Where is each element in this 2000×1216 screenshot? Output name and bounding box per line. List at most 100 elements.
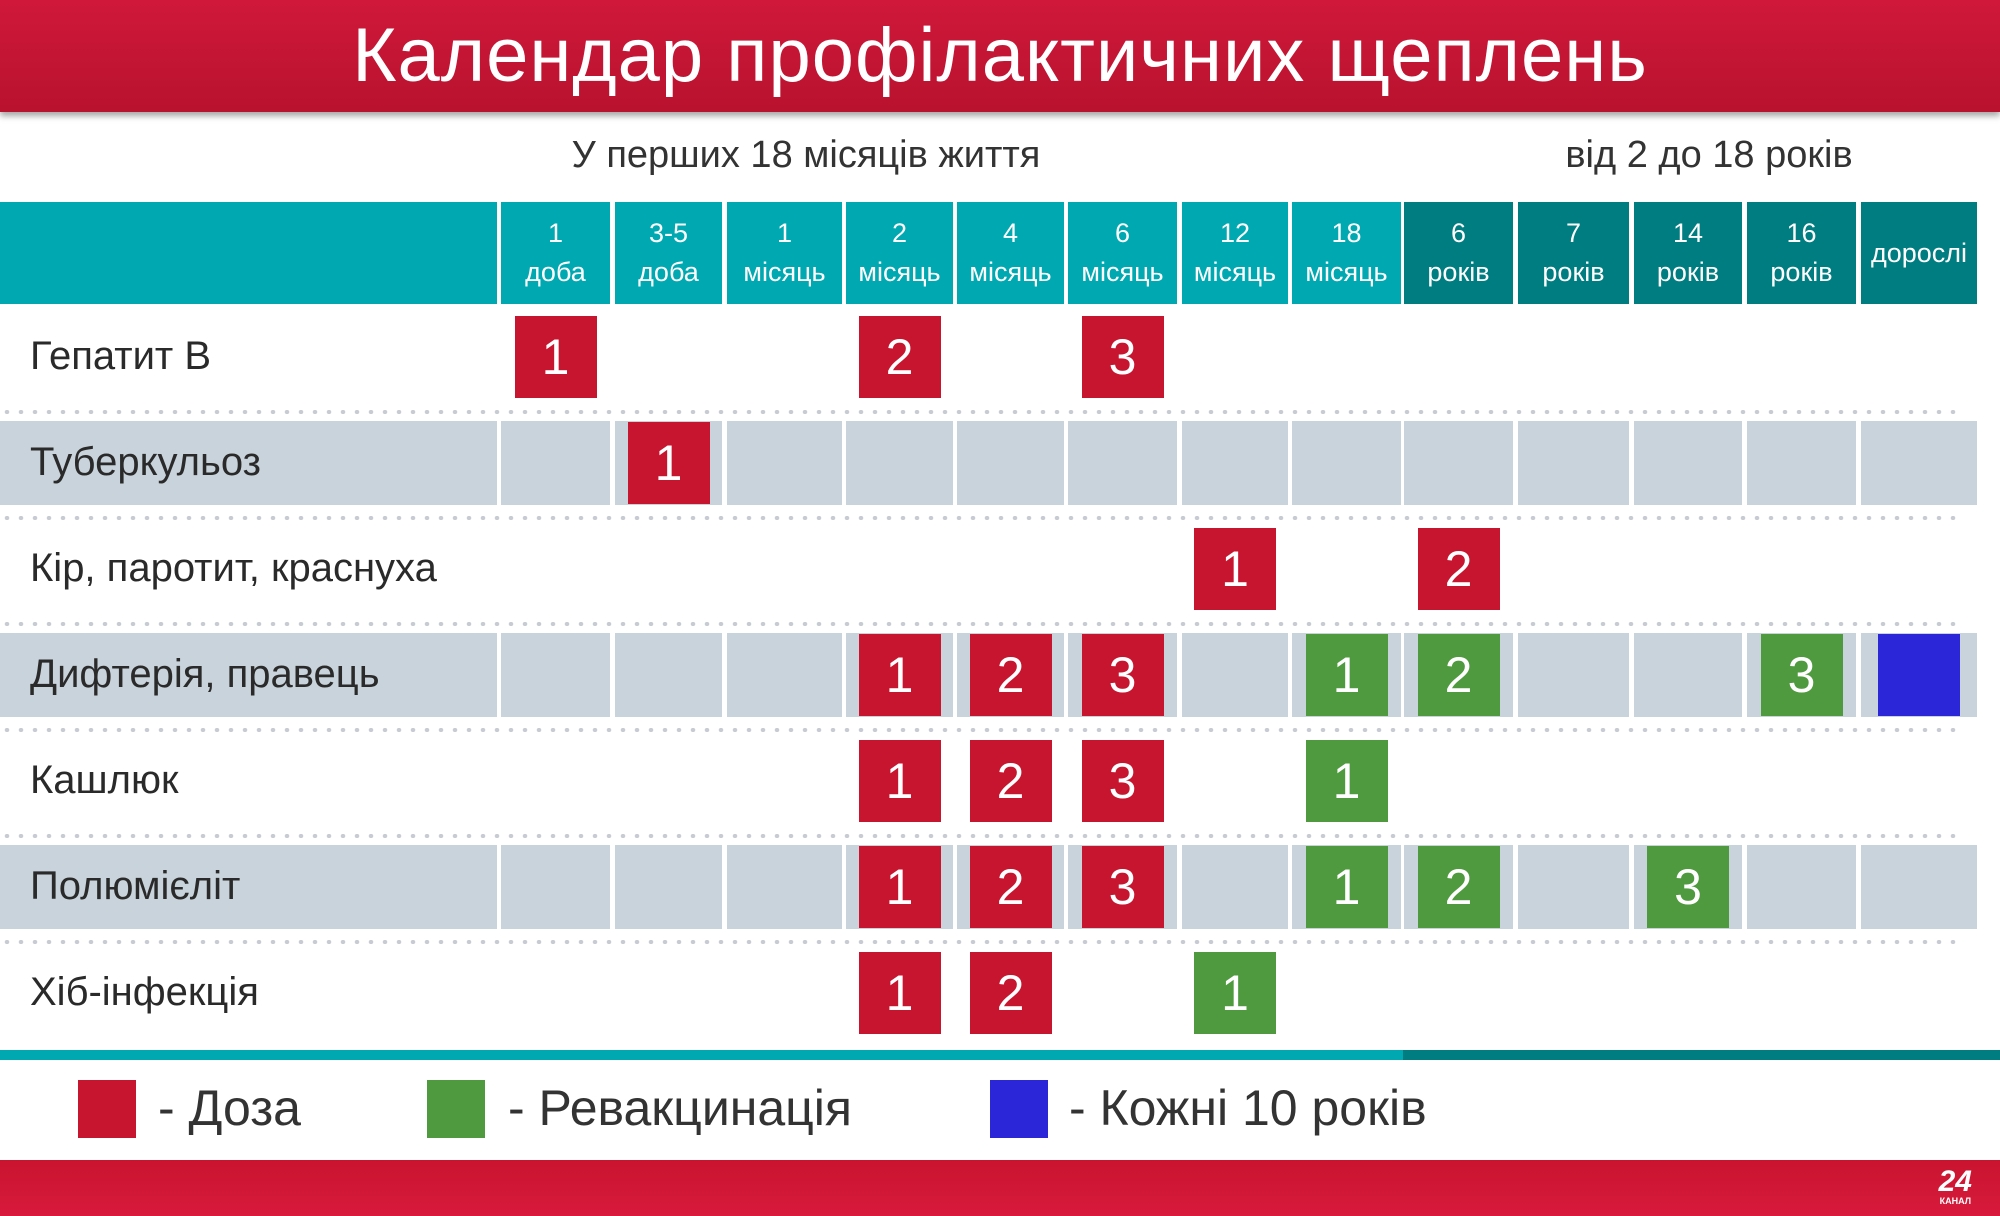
revaccination-marker: 3 <box>1647 846 1729 928</box>
table-row: Туберкульоз 1 <box>0 412 2000 520</box>
column-header-unit: років <box>1656 257 1720 287</box>
table-row: Кашлюк 1 2 3 1 <box>0 730 2000 838</box>
revaccination-marker: 1 <box>1194 952 1276 1034</box>
column-header-value: 3-5 <box>648 218 689 248</box>
dose-marker: 2 <box>969 740 1052 822</box>
column-header: 14 років <box>1634 202 1742 304</box>
column-header-unit: років <box>1770 257 1833 287</box>
legend-revaccination-label: - Ревакцинація <box>508 1080 852 1136</box>
dose-marker: 3 <box>1081 740 1164 822</box>
column-header-unit: місяць <box>858 257 941 287</box>
column-header-unit: років <box>1542 257 1605 287</box>
column-header-unit: місяць <box>1081 257 1164 287</box>
row-cell <box>501 421 610 505</box>
row-band <box>0 633 497 717</box>
row-cell <box>1747 421 1856 505</box>
dose-marker: 2 <box>858 316 941 398</box>
column-header: дорослі <box>1861 202 1977 304</box>
row-cell <box>615 633 722 717</box>
dotted-divider <box>0 728 1960 732</box>
title-bar: Календар профілактичних щеплень <box>0 0 2000 112</box>
dose-marker: 3 <box>1081 316 1164 398</box>
dose-marker: 1 <box>858 740 941 822</box>
header-corner <box>0 202 497 304</box>
column-header-value: 18 <box>1331 218 1362 248</box>
column-header: 16 років <box>1747 202 1856 304</box>
legend-revaccination-swatch <box>427 1080 485 1138</box>
divider-infant <box>0 1050 1403 1060</box>
column-header-value: 16 <box>1786 218 1817 248</box>
row-cell <box>615 845 722 929</box>
row-cell <box>1518 421 1629 505</box>
row-cell <box>1182 845 1288 929</box>
dose-marker: 1 <box>1194 528 1276 610</box>
row-cell <box>1518 845 1629 929</box>
column-header: 3-5 доба <box>615 202 722 304</box>
column-header-unit: доба <box>525 257 586 287</box>
row-cell <box>1182 421 1288 505</box>
row-cell <box>1182 633 1288 717</box>
column-header-unit: місяць <box>1193 257 1277 287</box>
table-row: Кір, паротит, краснуха 1 2 <box>0 518 2000 626</box>
dotted-divider <box>0 834 1960 838</box>
vaccine-name: Полюмієліт <box>30 864 241 908</box>
row-cell <box>1634 633 1742 717</box>
column-header: 12 місяць <box>1182 202 1288 304</box>
legend-every10-swatch <box>990 1080 1048 1138</box>
column-header: 6 місяць <box>1068 202 1177 304</box>
revaccination-marker: 1 <box>1305 846 1388 928</box>
dose-marker: 1 <box>514 316 597 398</box>
row-band <box>0 421 497 505</box>
column-header: 6 років <box>1404 202 1513 304</box>
dotted-divider <box>0 516 1960 520</box>
dose-marker: 2 <box>969 846 1052 928</box>
row-cell <box>1292 421 1401 505</box>
row-cell <box>1634 421 1742 505</box>
revaccination-marker: 3 <box>1760 634 1843 716</box>
dose-marker: 1 <box>858 846 941 928</box>
row-cell <box>727 633 842 717</box>
column-header-unit: років <box>1427 257 1490 287</box>
table-row: Дифтерія, правець 1 2 3 1 2 3 <box>0 624 2000 732</box>
row-cell <box>1747 845 1856 929</box>
channel-logo: 24 КАНАЛ <box>1938 1165 1972 1207</box>
column-header: 1 доба <box>501 202 610 304</box>
revaccination-marker: 1 <box>1305 634 1388 716</box>
dose-marker: 2 <box>1417 528 1500 610</box>
column-header-value: 1 <box>547 218 564 248</box>
vaccine-name: Кір, паротит, краснуха <box>30 546 437 590</box>
column-header: 18 місяць <box>1292 202 1401 304</box>
row-cell <box>501 633 610 717</box>
row-cell <box>501 845 610 929</box>
vaccine-name: Гепатит B <box>30 334 212 378</box>
row-cell <box>1068 421 1177 505</box>
revaccination-marker: 2 <box>1417 846 1500 928</box>
row-cell <box>1404 421 1513 505</box>
column-header-unit: доба <box>638 257 699 287</box>
subheader-child: від 2 до 18 років <box>1565 134 1853 176</box>
table-row: Хіб-інфекція 1 2 1 <box>0 942 2000 1048</box>
dose-marker: 1 <box>627 422 710 504</box>
page-title: Календар профілактичних щеплень <box>352 13 1648 98</box>
column-header: 2 місяць <box>846 202 953 304</box>
legend-dose-label: - Доза <box>158 1080 301 1136</box>
vaccine-name: Хіб-інфекція <box>30 970 259 1014</box>
table-row: Полюмієліт 1 2 3 1 2 3 <box>0 836 2000 944</box>
vaccine-name: Дифтерія, правець <box>30 652 380 696</box>
column-header-unit: місяць <box>743 257 826 287</box>
row-cell <box>846 421 953 505</box>
dotted-divider <box>0 622 1960 626</box>
column-header-value: 1 <box>776 218 793 248</box>
column-header-value: 7 <box>1565 218 1582 248</box>
vaccine-name: Туберкульоз <box>30 440 261 484</box>
dose-marker: 3 <box>1081 846 1164 928</box>
column-header-unit: місяць <box>1305 257 1388 287</box>
dose-marker: 1 <box>858 634 941 716</box>
column-header: 4 місяць <box>957 202 1064 304</box>
bottom-bar: 24 КАНАЛ <box>0 1160 2000 1216</box>
row-cell <box>1861 845 1977 929</box>
column-header-unit: дорослі <box>1870 238 1968 268</box>
dose-marker: 2 <box>969 952 1052 1034</box>
vaccine-name: Кашлюк <box>30 758 179 802</box>
every10-marker <box>1878 634 1960 716</box>
